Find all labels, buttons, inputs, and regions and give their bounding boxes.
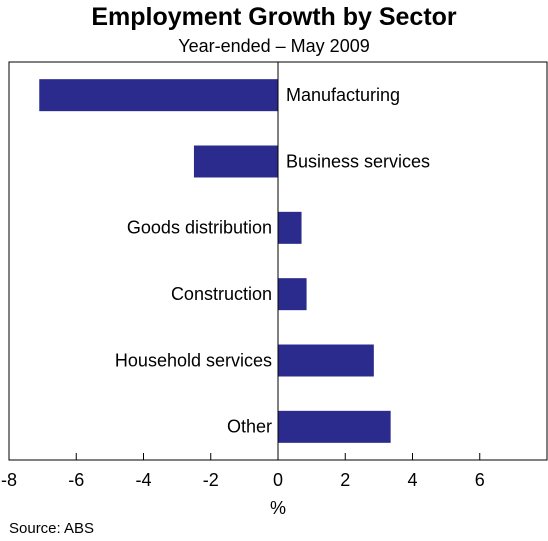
bar-goods-distribution xyxy=(278,211,302,244)
x-axis-label: % xyxy=(270,498,286,518)
x-tick-label: 2 xyxy=(340,470,350,490)
bar-business-services xyxy=(193,145,278,178)
bar-construction xyxy=(278,278,307,311)
source-note: Source: ABS xyxy=(9,520,95,537)
bar-manufacturing xyxy=(39,79,279,112)
x-tick-label: -2 xyxy=(203,470,219,490)
x-tick-label: -8 xyxy=(1,470,17,490)
category-label: Business services xyxy=(286,151,430,171)
chart-title: Employment Growth by Sector xyxy=(91,3,457,31)
x-tick-label: 4 xyxy=(407,470,417,490)
bar-other xyxy=(278,410,391,443)
x-tick-label: -6 xyxy=(68,470,84,490)
category-label: Other xyxy=(227,417,272,437)
bar-household-services xyxy=(278,344,374,377)
category-label: Goods distribution xyxy=(127,218,272,238)
category-label: Construction xyxy=(171,284,272,304)
x-tick-label: 6 xyxy=(475,470,485,490)
category-label: Household services xyxy=(115,350,272,370)
category-label: Manufacturing xyxy=(286,85,400,105)
x-tick-label: -4 xyxy=(135,470,151,490)
x-tick-label: 0 xyxy=(273,470,283,490)
chart-subtitle: Year-ended – May 2009 xyxy=(178,36,370,56)
